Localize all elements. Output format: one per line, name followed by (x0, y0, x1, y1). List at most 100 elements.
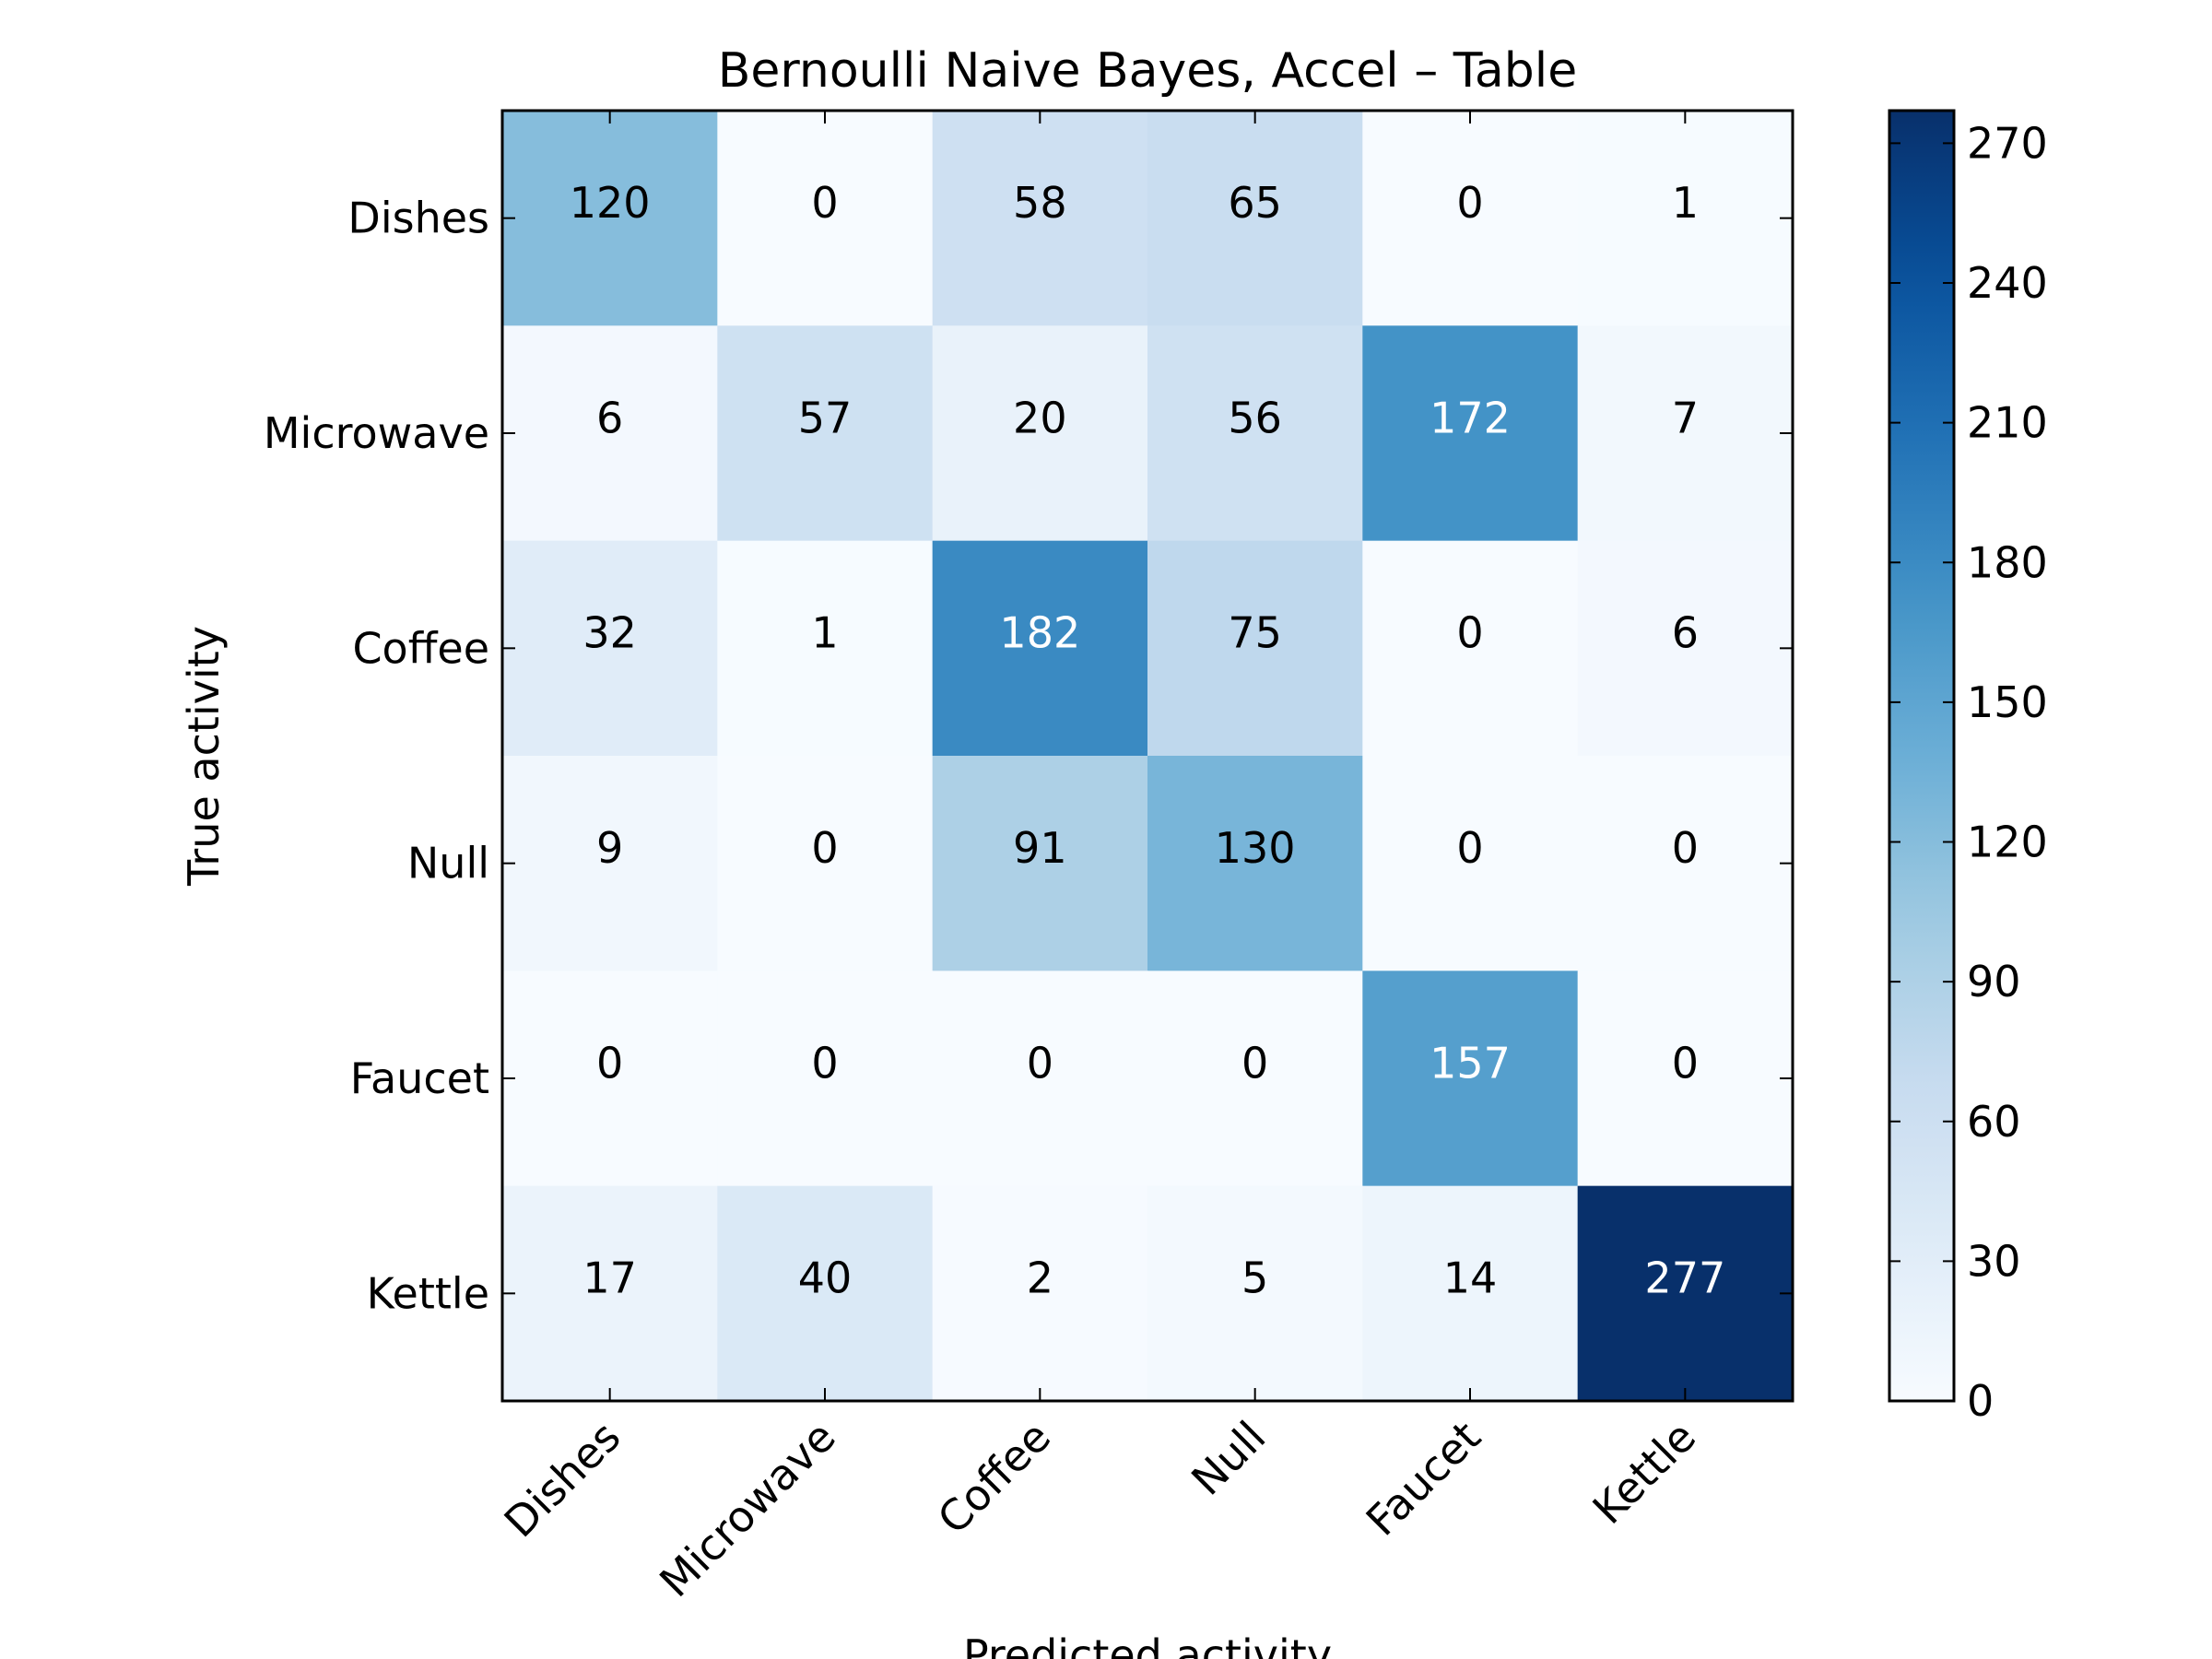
colorbar-tick-label: 90 (1967, 957, 2021, 1006)
heatmap-cell (1147, 756, 1363, 971)
cell-value-label: 0 (1672, 823, 1699, 873)
cell-value-label: 0 (596, 1038, 623, 1088)
colorbar-tick-label: 0 (1967, 1376, 1994, 1426)
heatmap-cell (502, 325, 718, 542)
x-tick-label: Null (1182, 1412, 1275, 1505)
x-tick-label: Microwave (650, 1412, 845, 1607)
cell-value-label: 120 (570, 178, 651, 228)
cell-value-label: 32 (582, 608, 637, 658)
cell-value-label: 0 (1241, 1038, 1268, 1088)
cell-value-label: 7 (1672, 393, 1699, 442)
heatmap-cell (1577, 325, 1794, 542)
cell-value-label: 277 (1644, 1253, 1725, 1303)
heatmap-cell (932, 1185, 1148, 1402)
cell-value-label: 0 (1672, 1038, 1699, 1088)
heatmap-cell (932, 971, 1148, 1187)
heatmap-cell (1577, 111, 1794, 326)
axis-ticks (502, 111, 1793, 1401)
y-tick-label: Microwave (264, 408, 489, 458)
heatmap-cell (717, 971, 934, 1187)
y-axis-label: True activity (179, 626, 229, 887)
heatmap-cell (1577, 756, 1794, 971)
heatmap-cell (1362, 971, 1579, 1187)
x-tick-label: Coffee (928, 1412, 1060, 1544)
cell-value-label: 75 (1228, 608, 1282, 658)
heatmap-cell (1577, 971, 1794, 1187)
cell-value-label: 9 (596, 823, 623, 873)
heatmap-cell (1147, 325, 1363, 542)
heatmap-cells (502, 111, 1794, 1402)
cell-value-label: 0 (1456, 178, 1483, 228)
heatmap-cell (1362, 325, 1579, 542)
y-tick-label: Dishes (347, 194, 489, 243)
colorbar-tick-label: 180 (1967, 537, 2048, 587)
heatmap-cell (717, 111, 934, 326)
cell-value-label: 0 (811, 823, 838, 873)
cell-value-label: 56 (1228, 393, 1282, 442)
cell-value-label: 57 (798, 393, 853, 442)
heatmap-cell (502, 971, 718, 1187)
cell-value-label: 0 (1027, 1038, 1053, 1088)
heatmap-cell (502, 540, 718, 757)
cell-value-label: 172 (1430, 393, 1511, 442)
colorbar-tick-label: 210 (1967, 398, 2048, 448)
cell-value-label: 65 (1228, 178, 1282, 228)
colorbar-tick-label: 270 (1967, 118, 2048, 168)
heatmap-cell (717, 325, 934, 542)
heatmap-cell (717, 540, 934, 757)
heatmap-cell (932, 540, 1148, 757)
cell-value-label: 91 (1013, 823, 1067, 873)
cell-value-label: 58 (1013, 178, 1067, 228)
heatmap-cell (1147, 1185, 1363, 1402)
cell-value-label: 2 (1027, 1253, 1053, 1303)
heatmap-cell (502, 756, 718, 971)
y-tick-label: Faucet (350, 1053, 489, 1103)
heatmap-cell (1362, 1185, 1579, 1402)
heatmap-cell (932, 756, 1148, 971)
colorbar-tick-label: 120 (1967, 818, 2048, 867)
cell-value-label: 6 (1672, 608, 1699, 658)
cell-value-label: 14 (1443, 1253, 1498, 1303)
plot-frame (500, 109, 1794, 1403)
cell-value-label: 182 (999, 608, 1080, 658)
cell-value-labels: 120 0 58 65 0 16 57 20 56 172 732 1 182 75 0 69 0 91 130 0 0… (570, 178, 1725, 1303)
x-tick-label: Faucet (1357, 1412, 1490, 1546)
heatmap-cell (1577, 1185, 1794, 1402)
heatmap-cell (1147, 111, 1363, 326)
cell-value-label: 0 (1456, 608, 1483, 658)
y-tick-label: Null (407, 839, 489, 888)
cell-value-label: 20 (1013, 393, 1067, 442)
x-axis-tick-labels: Dishes Microwave Coffee Null Faucet Kettle (495, 1412, 1705, 1607)
chart-title: Bernoulli Naive Bayes, Accel – Table (718, 43, 1578, 99)
cell-value-label: 0 (1456, 823, 1483, 873)
colorbar-tick-label: 30 (1967, 1236, 2021, 1286)
colorbar (1888, 109, 1956, 1403)
cell-value-label: 0 (811, 1038, 838, 1088)
heatmap-cell (717, 1185, 934, 1402)
y-tick-label: Kettle (367, 1268, 489, 1318)
colorbar-tick-label: 60 (1967, 1097, 2021, 1147)
heatmap-cell (1362, 756, 1579, 971)
colorbar-tick-label: 240 (1967, 258, 2048, 308)
y-axis-tick-labels: Dishes Microwave Coffee Null Faucet Kettle (264, 194, 489, 1319)
cell-value-label: 1 (1672, 178, 1699, 228)
cell-value-label: 40 (798, 1253, 853, 1303)
cell-value-label: 6 (596, 393, 623, 442)
heatmap-cell (1577, 540, 1794, 757)
cell-value-label: 5 (1241, 1253, 1268, 1303)
cell-value-label: 17 (582, 1253, 637, 1303)
heatmap-cell (1147, 540, 1363, 757)
heatmap-cell (932, 325, 1148, 542)
cell-value-label: 0 (811, 178, 838, 228)
cell-value-label: 130 (1215, 823, 1296, 873)
cell-value-label: 1 (811, 608, 838, 658)
heatmap-cell (1362, 111, 1579, 326)
heatmap-cell (502, 111, 718, 326)
colorbar-tick-label: 150 (1967, 677, 2048, 727)
x-axis-label: Predicted activity (963, 1630, 1332, 1659)
x-tick-label: Kettle (1583, 1412, 1705, 1534)
x-tick-label: Dishes (495, 1412, 630, 1547)
heatmap-cell (717, 756, 934, 971)
colorbar-ticks: 0 30 60 90 120 150 180 210 240 270 (1889, 118, 2048, 1426)
